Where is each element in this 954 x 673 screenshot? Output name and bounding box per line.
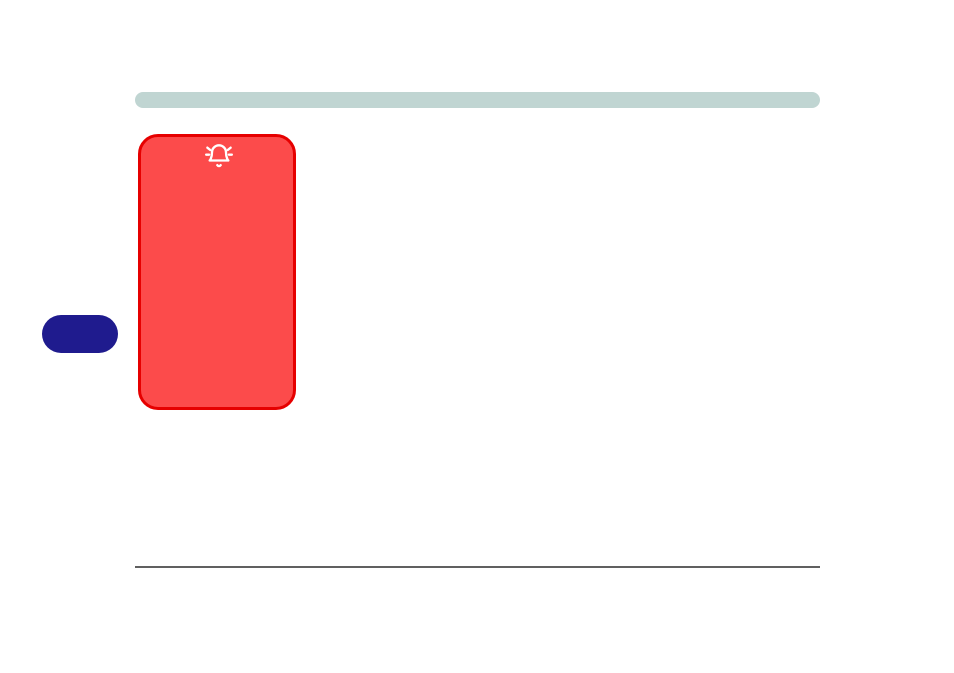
top-bar (135, 92, 820, 108)
bell-alert-icon (205, 143, 233, 171)
side-pill[interactable] (42, 315, 118, 353)
bottom-divider (135, 566, 820, 568)
alert-card[interactable] (138, 134, 296, 410)
bell-alert-icon-svg (205, 143, 233, 171)
